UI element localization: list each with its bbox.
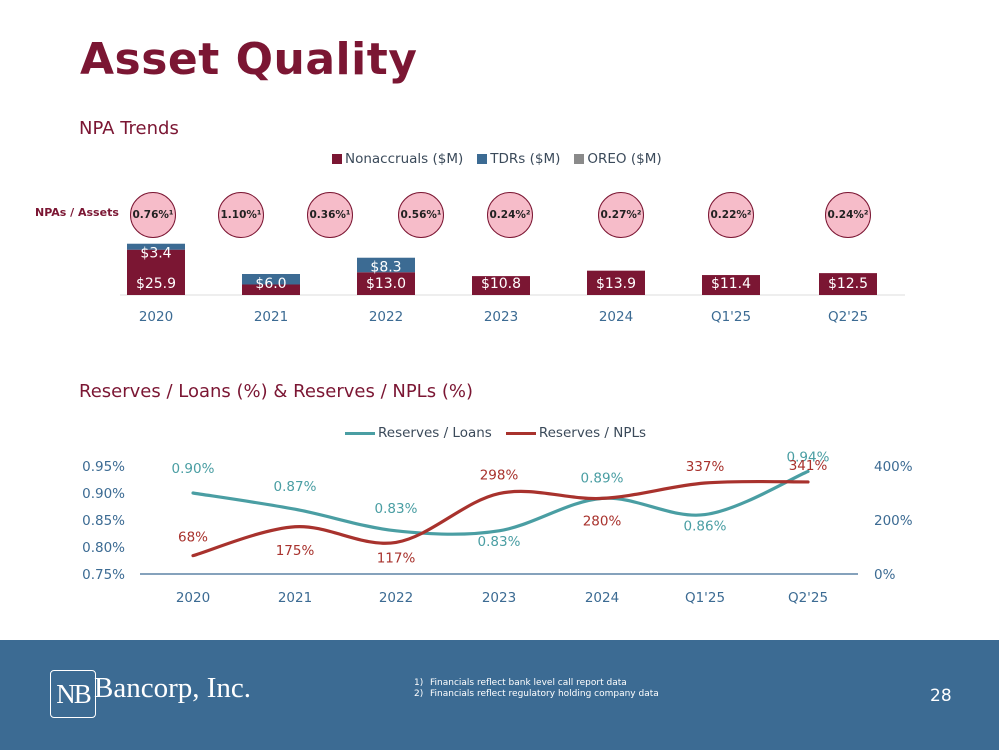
footnote-text: Financials reflect regulatory holding co… xyxy=(430,689,659,699)
npa-ratio-badge: 0.24%² xyxy=(825,192,871,238)
bar-value-label: $8.3 xyxy=(370,260,401,276)
bar-value-label: $13.9 xyxy=(596,276,636,292)
x-tick-label: 2023 xyxy=(482,590,516,606)
npa-ratio-badge: 0.24%² xyxy=(487,192,533,238)
npa-ratio-badge: 0.22%² xyxy=(708,192,754,238)
reserves-npls-data-label: 298% xyxy=(480,468,519,484)
logo-text: Bancorp, Inc. xyxy=(94,672,252,704)
reserves-npls-data-label: 117% xyxy=(377,550,416,566)
y-left-tick-label: 0.85% xyxy=(82,513,125,529)
reserves-npls-data-label: 341% xyxy=(789,458,828,474)
bar-value-label: $13.0 xyxy=(366,276,406,292)
y-left-tick-label: 0.80% xyxy=(82,540,125,556)
legend-nonaccruals: Nonaccruals ($M) xyxy=(332,151,463,167)
y-right-tick-label: 200% xyxy=(874,513,913,529)
legend-oreo-label: OREO ($M) xyxy=(587,151,662,167)
bar-segment xyxy=(357,272,415,295)
footnote-text: Financials reflect bank level call repor… xyxy=(430,678,627,688)
bar-category-label: 2020 xyxy=(139,309,173,325)
bar-value-label: $11.4 xyxy=(711,276,751,292)
npa-ratio-badge: 0.27%² xyxy=(598,192,644,238)
npa-ratio-badge: 1.10%¹ xyxy=(218,192,264,238)
reserves-section-title: Reserves / Loans (%) & Reserves / NPLs (… xyxy=(79,381,473,402)
npa-ratio-badge: 0.56%¹ xyxy=(398,192,444,238)
x-tick-label: Q2'25 xyxy=(788,590,828,606)
bar-category-label: Q2'25 xyxy=(828,309,868,325)
logo-mark: NB xyxy=(50,670,96,718)
page-title: Asset Quality xyxy=(80,34,418,85)
x-tick-label: 2024 xyxy=(585,590,619,606)
reserves-npls-data-label: 175% xyxy=(276,543,315,559)
footer-band xyxy=(0,640,999,750)
reserves-loans-data-label: 0.94% xyxy=(787,449,830,465)
y-left-tick-label: 0.90% xyxy=(82,486,125,502)
line-legend: Reserves / Loans Reserves / NPLs xyxy=(345,425,646,441)
bar-category-label: 2022 xyxy=(369,309,403,325)
bar-value-label: $25.9 xyxy=(136,276,176,292)
y-right-tick-label: 0% xyxy=(874,567,896,583)
x-tick-label: 2022 xyxy=(379,590,413,606)
bar-category-label: 2023 xyxy=(484,309,518,325)
footnote-number: 1) xyxy=(414,678,424,688)
legend-reserves-loans-label: Reserves / Loans xyxy=(378,425,492,441)
reserves-npls-data-label: 280% xyxy=(583,513,622,529)
legend-tdrs: TDRs ($M) xyxy=(477,151,560,167)
reserves-loans-data-label: 0.83% xyxy=(478,534,521,550)
legend-reserves-npls: Reserves / NPLs xyxy=(505,425,647,441)
x-tick-label: Q1'25 xyxy=(685,590,725,606)
bar-value-label: $6.0 xyxy=(255,276,286,292)
legend-reserves-npls-label: Reserves / NPLs xyxy=(538,425,647,441)
y-left-tick-label: 0.95% xyxy=(82,459,125,475)
bar-value-label: $10.8 xyxy=(481,276,521,292)
x-tick-label: 2020 xyxy=(176,590,210,606)
bar-category-label: 2024 xyxy=(599,309,633,325)
bar-category-label: Q1'25 xyxy=(711,309,751,325)
reserves-loans-data-label: 0.86% xyxy=(684,519,727,535)
reserves-loans-data-label: 0.87% xyxy=(274,479,317,495)
npa-ratio-badge: 0.36%¹ xyxy=(307,192,353,238)
bar-segment xyxy=(127,249,185,295)
npa-assets-label: NPAs / Assets xyxy=(35,206,119,219)
reserves-loans-data-label: 0.83% xyxy=(375,501,418,517)
bar-category-label: 2021 xyxy=(254,309,288,325)
bar-segment xyxy=(819,273,877,295)
footnote: 1) Financials reflect bank level call rep… xyxy=(414,678,659,689)
npa-ratio-badge: 0.76%¹ xyxy=(130,192,176,238)
bar-segment xyxy=(587,270,645,295)
legend-reserves-loans: Reserves / Loans xyxy=(345,425,492,441)
reserves-loans-data-label: 0.89% xyxy=(581,470,624,486)
footnotes: 1) Financials reflect bank level call rep… xyxy=(414,678,659,700)
legend-oreo: OREO ($M) xyxy=(574,151,662,167)
legend-nonaccruals-label: Nonaccruals ($M) xyxy=(345,151,464,167)
bar-segment xyxy=(242,274,300,285)
charts-canvas: $25.9 $3.4 2020 $6.0 2021 $13.0$8.3 2022 $10.8 2… xyxy=(82,243,913,606)
x-tick-label: 2021 xyxy=(278,590,312,606)
page-number: 28 xyxy=(930,686,952,706)
reserves-npls-line xyxy=(191,479,810,558)
npa-section-title: NPA Trends xyxy=(79,118,179,139)
footnote-number: 2) xyxy=(414,689,424,699)
reserves-npls-data-label: 337% xyxy=(686,459,725,475)
bar-segment xyxy=(702,275,760,295)
bar-segment xyxy=(472,276,530,295)
y-left-tick-label: 0.75% xyxy=(82,567,125,583)
reserves-loans-line xyxy=(191,469,810,536)
bar-segment xyxy=(127,243,185,250)
reserves-loans-data-label: 0.90% xyxy=(172,461,215,477)
bar-value-label: $12.5 xyxy=(828,276,868,292)
footnote: 2) Financials reflect regulatory holding … xyxy=(414,689,659,700)
reserves-npls-data-label: 68% xyxy=(178,530,208,546)
y-right-tick-label: 400% xyxy=(874,459,913,475)
bar-legend: Nonaccruals ($M) TDRs ($M) OREO ($M) xyxy=(332,151,662,167)
bar-segment xyxy=(242,284,300,295)
bar-segment xyxy=(357,257,415,273)
bar-value-label: $3.4 xyxy=(140,246,171,262)
legend-tdrs-label: TDRs ($M) xyxy=(490,151,561,167)
